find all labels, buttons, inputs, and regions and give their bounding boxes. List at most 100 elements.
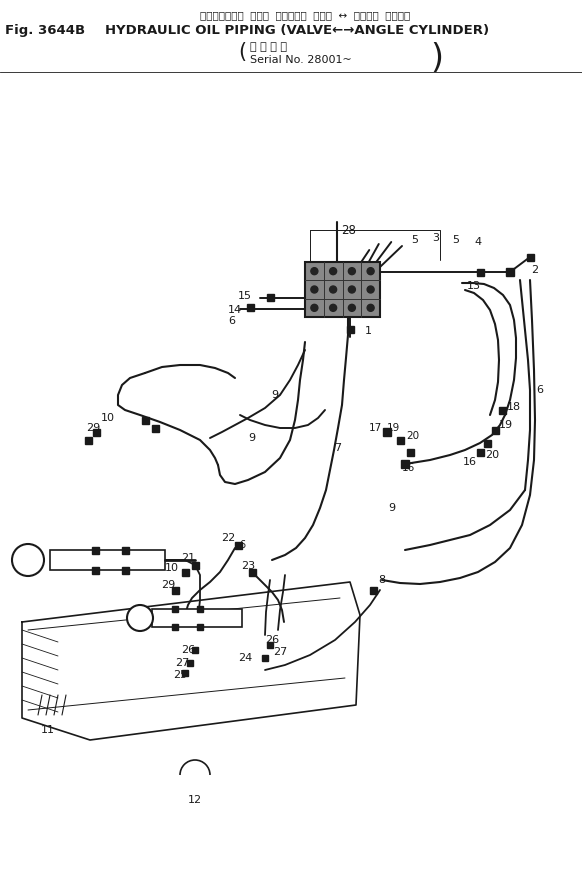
Text: 6: 6 [537, 385, 544, 395]
Circle shape [311, 268, 318, 275]
Text: ハイドロリック  オイル  パイピング  バルブ  ↔  アングル  シリンダ: ハイドロリック オイル パイピング バルブ ↔ アングル シリンダ [200, 10, 410, 20]
Text: Fig. 3644B: Fig. 3644B [5, 24, 85, 37]
Bar [93, 428, 100, 435]
Bar [197, 624, 203, 630]
Bar [492, 426, 499, 434]
Text: 11: 11 [41, 725, 55, 735]
Bar [187, 660, 193, 666]
Bar [262, 655, 268, 661]
Text: 20: 20 [406, 431, 420, 441]
Text: 10: 10 [165, 563, 179, 573]
Bar [506, 268, 514, 276]
Text: 3: 3 [432, 233, 439, 243]
Text: 9: 9 [388, 503, 396, 513]
Text: 16: 16 [402, 463, 414, 473]
Text: 24: 24 [238, 653, 252, 663]
Text: 9: 9 [249, 433, 255, 443]
Bar [370, 587, 377, 593]
Text: 20: 20 [485, 450, 499, 460]
Text: 5: 5 [452, 235, 460, 245]
Bar [247, 304, 254, 311]
Text: 13: 13 [467, 281, 481, 291]
Bar [122, 566, 129, 574]
Text: 19: 19 [499, 420, 513, 430]
Bar [152, 609, 242, 627]
Text: 15: 15 [238, 291, 252, 301]
Bar [191, 561, 198, 568]
Bar [484, 440, 491, 447]
Bar [84, 436, 91, 443]
Bar [122, 547, 129, 554]
Text: 18: 18 [507, 402, 521, 412]
Circle shape [329, 304, 336, 311]
Circle shape [349, 304, 356, 311]
Bar [197, 606, 203, 612]
Circle shape [329, 286, 336, 293]
Text: 26: 26 [181, 645, 195, 655]
Bar [172, 606, 178, 612]
Ellipse shape [12, 544, 44, 576]
Bar [305, 262, 380, 317]
Bar [182, 568, 189, 575]
Text: 6: 6 [239, 540, 245, 550]
Text: 23: 23 [241, 561, 255, 571]
Text: 14: 14 [228, 305, 242, 315]
Circle shape [329, 268, 336, 275]
Text: 28: 28 [341, 224, 356, 236]
Text: 6: 6 [229, 316, 236, 326]
Text: 29: 29 [86, 423, 100, 433]
Text: 16: 16 [463, 457, 477, 467]
Ellipse shape [127, 605, 153, 631]
Circle shape [367, 286, 374, 293]
Text: (: ( [238, 42, 246, 62]
Text: 1: 1 [364, 326, 371, 336]
Bar [172, 587, 179, 593]
Text: 7: 7 [335, 443, 342, 453]
Text: 2: 2 [531, 265, 538, 275]
Text: 5: 5 [411, 235, 418, 245]
Text: 29: 29 [161, 580, 175, 590]
Text: 12: 12 [188, 795, 202, 805]
Text: 適 用 号 機: 適 用 号 機 [250, 42, 287, 52]
Bar [383, 428, 391, 436]
Text: 27: 27 [273, 647, 287, 657]
Bar [477, 268, 484, 276]
Bar [91, 566, 98, 574]
Bar [401, 460, 409, 468]
Circle shape [367, 268, 374, 275]
Bar [396, 436, 403, 443]
Text: 4: 4 [474, 237, 481, 247]
Bar [477, 449, 484, 456]
Text: 19: 19 [386, 423, 400, 433]
Bar [192, 647, 198, 653]
Bar [527, 253, 534, 260]
Circle shape [349, 286, 356, 293]
Text: 17: 17 [368, 423, 382, 433]
Circle shape [367, 304, 374, 311]
Circle shape [311, 304, 318, 311]
Bar [406, 449, 413, 456]
Text: 9: 9 [271, 390, 279, 400]
Bar [346, 326, 353, 333]
Text: 10: 10 [101, 413, 115, 423]
Bar [172, 624, 178, 630]
Text: 8: 8 [378, 575, 385, 585]
Text: 25: 25 [173, 670, 187, 680]
Bar [91, 547, 98, 554]
Bar [235, 541, 242, 549]
Bar [499, 407, 506, 414]
Text: HYDRAULIC OIL PIPING (VALVE←→ANGLE CYLINDER): HYDRAULIC OIL PIPING (VALVE←→ANGLE CYLIN… [105, 24, 489, 37]
Bar [50, 550, 165, 570]
Text: 27: 27 [175, 658, 189, 668]
Bar [182, 670, 188, 676]
Text: ): ) [430, 42, 443, 75]
Bar [141, 417, 148, 424]
Text: 22: 22 [221, 533, 235, 543]
Text: 26: 26 [265, 635, 279, 645]
Bar [267, 642, 273, 648]
Text: 21: 21 [181, 553, 195, 563]
Bar [249, 568, 255, 575]
Circle shape [349, 268, 356, 275]
Bar [151, 425, 158, 432]
Bar [267, 294, 274, 301]
